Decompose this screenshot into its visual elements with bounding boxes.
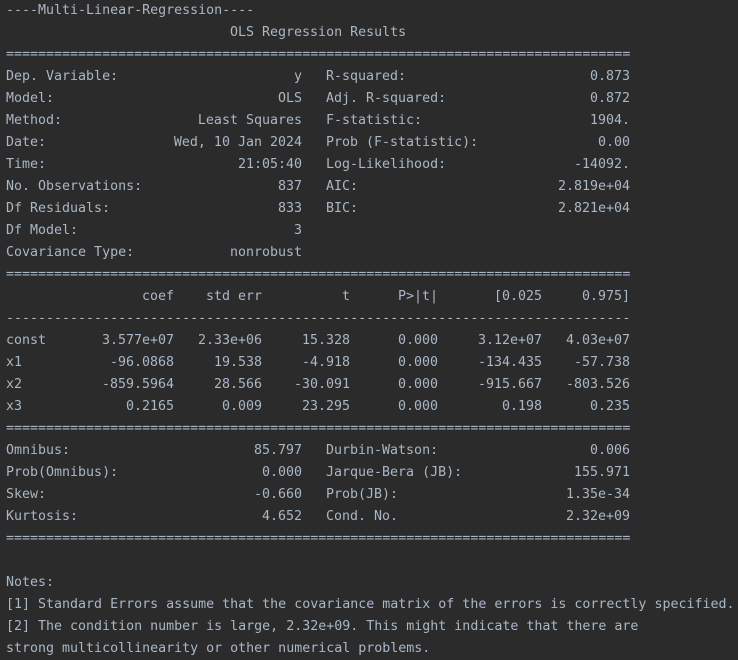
cell: 0.000 [397,377,438,392]
cell: 23.295 [301,399,350,414]
diagnostic-value: 4.652 [261,509,302,524]
cell: 3.12e+07 [477,333,542,348]
diagnostic-value: 2.32e+09 [565,509,630,524]
row-label: x2 [6,377,23,392]
rule: ========================================… [6,267,631,282]
diagnostic-label: Prob(JB): [326,487,399,502]
model-info-value: 1904. [589,113,630,128]
cell: -30.091 [293,377,350,392]
model-info-value: 0.873 [589,69,630,84]
cell: 4.03e+07 [565,333,630,348]
note-line: [1] Standard Errors assume that the cova… [6,597,735,612]
diagnostic-label: Kurtosis: [6,509,79,524]
model-info-value: Wed, 10 Jan 2024 [173,135,302,150]
model-info-value: Least Squares [197,113,302,128]
diagnostic-label: Cond. No. [326,509,399,524]
model-info-label: Time: [6,157,47,172]
diagnostic-label: Jarque-Bera (JB): [326,465,463,480]
rule: ========================================… [6,47,631,62]
model-info-value: nonrobust [229,245,302,260]
model-info-value: -14092. [573,157,630,172]
cell: 3.577e+07 [101,333,174,348]
title: ----Multi-Linear-Regression---- [6,3,255,18]
cell: 2.33e+06 [197,333,262,348]
diagnostic-value: 0.006 [589,443,630,458]
model-info-label: BIC: [326,201,359,216]
row-label: const [6,333,47,348]
model-info-value: y [293,69,302,84]
cell: 0.009 [221,399,262,414]
model-info-label: Prob (F-statistic): [326,135,479,150]
model-info-label: R-squared: [326,69,407,84]
cell: 0.2165 [125,399,174,414]
model-info-label: Adj. R-squared: [326,91,447,106]
cell: 0.000 [397,399,438,414]
model-info-label: Dep. Variable: [6,69,119,84]
diagnostic-label: Skew: [6,487,47,502]
cell: -4.918 [301,355,350,370]
model-info-value: 2.819e+04 [557,179,630,194]
cell: 15.328 [301,333,350,348]
cell: -134.435 [477,355,542,370]
model-info-value: 21:05:40 [237,157,302,172]
rule: ----------------------------------------… [6,311,631,326]
column-header: 0.975] [581,289,630,304]
diagnostic-label: Omnibus: [6,443,71,458]
row-label: x3 [6,399,23,414]
cell: -859.5964 [101,377,174,392]
model-info-label: Date: [6,135,47,150]
diagnostic-value: 0.000 [261,465,302,480]
row-label: x1 [6,355,23,370]
cell: 0.198 [501,399,542,414]
rule: ========================================… [6,421,631,436]
column-header: coef [141,289,174,304]
diagnostic-label: Prob(Omnibus): [6,465,119,480]
model-info-label: Method: [6,113,63,128]
diagnostic-value: -0.660 [253,487,302,502]
column-header: P>|t| [397,289,438,304]
model-info-value: OLS [277,91,302,106]
note-line: strong multicollinearity or other numeri… [6,641,431,656]
model-info-label: Covariance Type: [6,245,135,260]
rule: ========================================… [6,531,631,546]
note-line: [2] The condition number is large, 2.32e… [6,619,639,634]
column-header: std err [205,289,262,304]
diagnostic-value: 85.797 [253,443,302,458]
cell: -915.667 [477,377,542,392]
subtitle: OLS Regression Results [230,25,407,40]
cell: 19.538 [213,355,262,370]
model-info-label: AIC: [326,179,359,194]
model-info-label: Log-Likelihood: [326,157,447,172]
model-info-value: 3 [293,223,302,238]
model-info-value: 0.00 [597,135,630,150]
diagnostic-value: 1.35e-34 [565,487,630,502]
model-info-label: Df Model: [6,223,79,238]
cell: 28.566 [213,377,262,392]
diagnostic-label: Durbin-Watson: [326,443,439,458]
model-info-value: 833 [277,201,302,216]
cell: -57.738 [573,355,630,370]
model-info-label: F-statistic: [326,113,423,128]
notes-heading: Notes: [6,575,55,590]
cell: 0.000 [397,355,438,370]
cell: -96.0868 [109,355,174,370]
model-info-value: 2.821e+04 [557,201,630,216]
model-info-label: No. Observations: [6,179,143,194]
column-header: [0.025 [493,289,542,304]
model-info-label: Df Residuals: [6,201,111,216]
column-header: t [341,289,350,304]
model-info-label: Model: [6,91,55,106]
cell: -803.526 [565,377,630,392]
cell: 0.000 [397,333,438,348]
model-info-value: 837 [277,179,302,194]
diagnostic-value: 155.971 [573,465,630,480]
cell: 0.235 [589,399,630,414]
model-info-value: 0.872 [589,91,630,106]
